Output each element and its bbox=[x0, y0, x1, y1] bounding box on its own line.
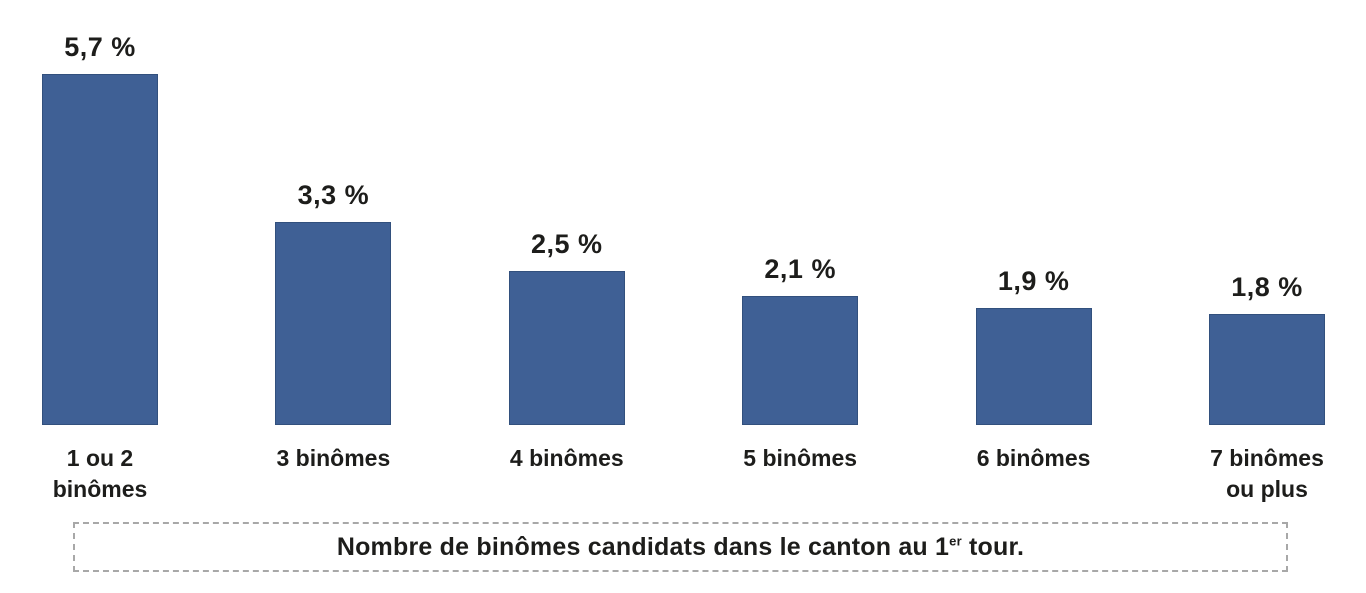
caption-superscript: er bbox=[949, 533, 962, 549]
caption-prefix: Nombre de binômes candidats dans le cant… bbox=[336, 532, 950, 561]
caption-suffix: tour. bbox=[961, 532, 1025, 561]
bar-category-label-line: 7 binômes bbox=[1210, 445, 1324, 471]
bar-category-label: 6 binômes bbox=[924, 443, 1144, 474]
bar-category-label-line: 4 binômes bbox=[509, 445, 624, 471]
bar-value-label: 1,8 % bbox=[1231, 272, 1303, 302]
bar-category-label-line: binômes bbox=[52, 476, 148, 502]
bar bbox=[975, 308, 1092, 425]
bar-category-label-line: 6 binômes bbox=[976, 445, 1091, 471]
caption-text: Nombre de binômes candidats dans le cant… bbox=[337, 533, 1024, 562]
bar-value-label: 3,3 % bbox=[297, 180, 370, 210]
bar-category-label-line: ou plus bbox=[1226, 476, 1308, 502]
bar-value-label: 2,5 % bbox=[531, 229, 603, 259]
bar-category-label-line: 1 ou 2 bbox=[66, 445, 134, 471]
bar-value-label: 1,9 % bbox=[997, 266, 1070, 296]
bar-value-label: 5,7 % bbox=[64, 32, 136, 62]
bar-category-label-line: 5 binômes bbox=[743, 445, 858, 471]
bar bbox=[742, 296, 859, 425]
bar-category-label: 1 ou 2 binômes bbox=[0, 443, 210, 505]
bar bbox=[1209, 314, 1325, 425]
bar bbox=[42, 74, 158, 425]
bar bbox=[508, 271, 625, 425]
caption-box: Nombre de binômes candidats dans le cant… bbox=[73, 522, 1288, 572]
bar-category-label: 3 binômes bbox=[223, 443, 443, 474]
bar-value-label: 2,1 % bbox=[764, 254, 836, 284]
bar-category-label: 5 binômes bbox=[690, 443, 910, 474]
bar bbox=[275, 222, 392, 425]
bar-category-label: 4 binômes bbox=[457, 443, 677, 474]
bar-category-label: 7 binômes ou plus bbox=[1157, 443, 1366, 505]
bar-category-label-line: 3 binômes bbox=[276, 445, 391, 471]
